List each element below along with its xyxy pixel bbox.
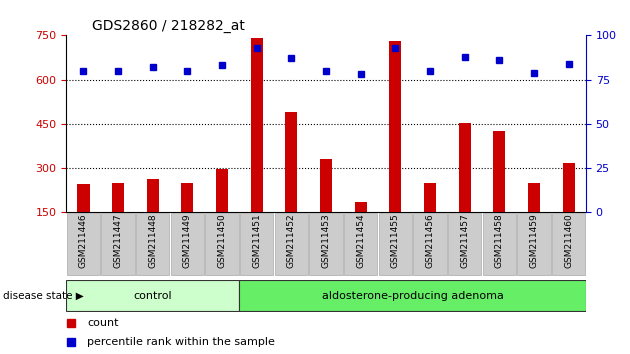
Bar: [240, 213, 273, 275]
Text: GSM211451: GSM211451: [252, 214, 261, 268]
Bar: [493, 131, 505, 257]
Bar: [413, 213, 447, 275]
Bar: [239, 280, 586, 311]
Text: GSM211452: GSM211452: [287, 214, 296, 268]
Text: count: count: [87, 318, 118, 329]
Text: GSM211455: GSM211455: [391, 214, 400, 268]
Bar: [389, 41, 401, 257]
Text: GSM211460: GSM211460: [564, 214, 573, 268]
Text: GSM211450: GSM211450: [217, 214, 227, 268]
Bar: [136, 213, 169, 275]
Text: disease state ▶: disease state ▶: [3, 291, 84, 301]
Bar: [205, 213, 239, 275]
Text: GDS2860 / 218282_at: GDS2860 / 218282_at: [92, 19, 245, 33]
Text: aldosterone-producing adenoma: aldosterone-producing adenoma: [322, 291, 503, 301]
Bar: [563, 163, 575, 257]
Bar: [355, 202, 367, 257]
Bar: [181, 183, 193, 257]
Bar: [379, 213, 412, 275]
Bar: [459, 123, 471, 257]
Bar: [320, 159, 332, 257]
Text: percentile rank within the sample: percentile rank within the sample: [87, 337, 275, 347]
Bar: [101, 213, 135, 275]
Text: GSM211457: GSM211457: [460, 214, 469, 268]
Bar: [275, 213, 308, 275]
Text: GSM211447: GSM211447: [113, 214, 123, 268]
Bar: [552, 213, 585, 275]
Bar: [112, 183, 124, 257]
Bar: [216, 169, 228, 257]
Bar: [424, 183, 436, 257]
Bar: [67, 213, 100, 275]
Bar: [483, 213, 516, 275]
Bar: [77, 184, 89, 257]
Text: GSM211459: GSM211459: [529, 214, 539, 268]
Bar: [285, 112, 297, 257]
Text: GSM211453: GSM211453: [321, 214, 331, 268]
Bar: [344, 213, 377, 275]
Text: GSM211449: GSM211449: [183, 214, 192, 268]
Text: control: control: [134, 291, 172, 301]
Text: GSM211448: GSM211448: [148, 214, 158, 268]
Bar: [251, 38, 263, 257]
Bar: [66, 280, 239, 311]
Text: GSM211454: GSM211454: [356, 214, 365, 268]
Text: GSM211446: GSM211446: [79, 214, 88, 268]
Bar: [528, 183, 540, 257]
Bar: [309, 213, 343, 275]
Bar: [147, 179, 159, 257]
Bar: [517, 213, 551, 275]
Bar: [171, 213, 204, 275]
Text: GSM211456: GSM211456: [425, 214, 435, 268]
Text: GSM211458: GSM211458: [495, 214, 504, 268]
Bar: [448, 213, 481, 275]
